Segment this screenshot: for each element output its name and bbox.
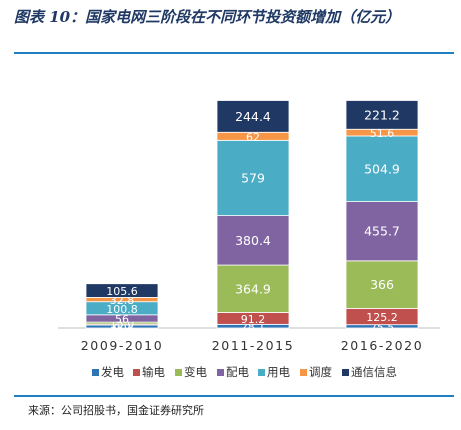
data-label: 125.2 — [366, 311, 398, 324]
data-label: 62 — [246, 131, 260, 144]
data-label: 380.4 — [235, 233, 271, 248]
data-label: 455.7 — [364, 224, 400, 239]
legend-swatch — [92, 369, 99, 376]
data-label: 366 — [370, 277, 394, 292]
legend-label: 通信信息 — [351, 365, 397, 379]
legend-label: 发电 — [101, 365, 124, 379]
source-note: 来源：公司招股书，国金证券研究所 — [28, 402, 204, 418]
x-tick-label: 2011-2015 — [212, 338, 295, 353]
legend-swatch — [258, 369, 265, 376]
data-label: 105.6 — [106, 285, 138, 298]
legend-label: 输电 — [142, 365, 165, 379]
footer-divider — [14, 395, 454, 397]
data-label: 579 — [241, 170, 265, 185]
legend-swatch — [342, 369, 349, 376]
legend-swatch — [217, 369, 224, 376]
x-tick-label: 2009-2010 — [81, 338, 164, 353]
data-label: 504.9 — [364, 161, 400, 176]
legend-label: 变电 — [184, 365, 207, 379]
data-label: 244.4 — [235, 109, 271, 124]
legend-swatch — [300, 369, 307, 376]
legend-label: 调度 — [309, 365, 332, 379]
data-label: 221.2 — [364, 107, 400, 122]
x-tick-label: 2016-2020 — [341, 338, 424, 353]
legend-label: 用电 — [267, 365, 290, 379]
data-label: 91.2 — [241, 313, 266, 326]
legend-swatch — [175, 369, 182, 376]
legend-swatch — [133, 369, 140, 376]
legend-label: 配电 — [226, 365, 249, 379]
data-label: 364.9 — [235, 281, 271, 296]
